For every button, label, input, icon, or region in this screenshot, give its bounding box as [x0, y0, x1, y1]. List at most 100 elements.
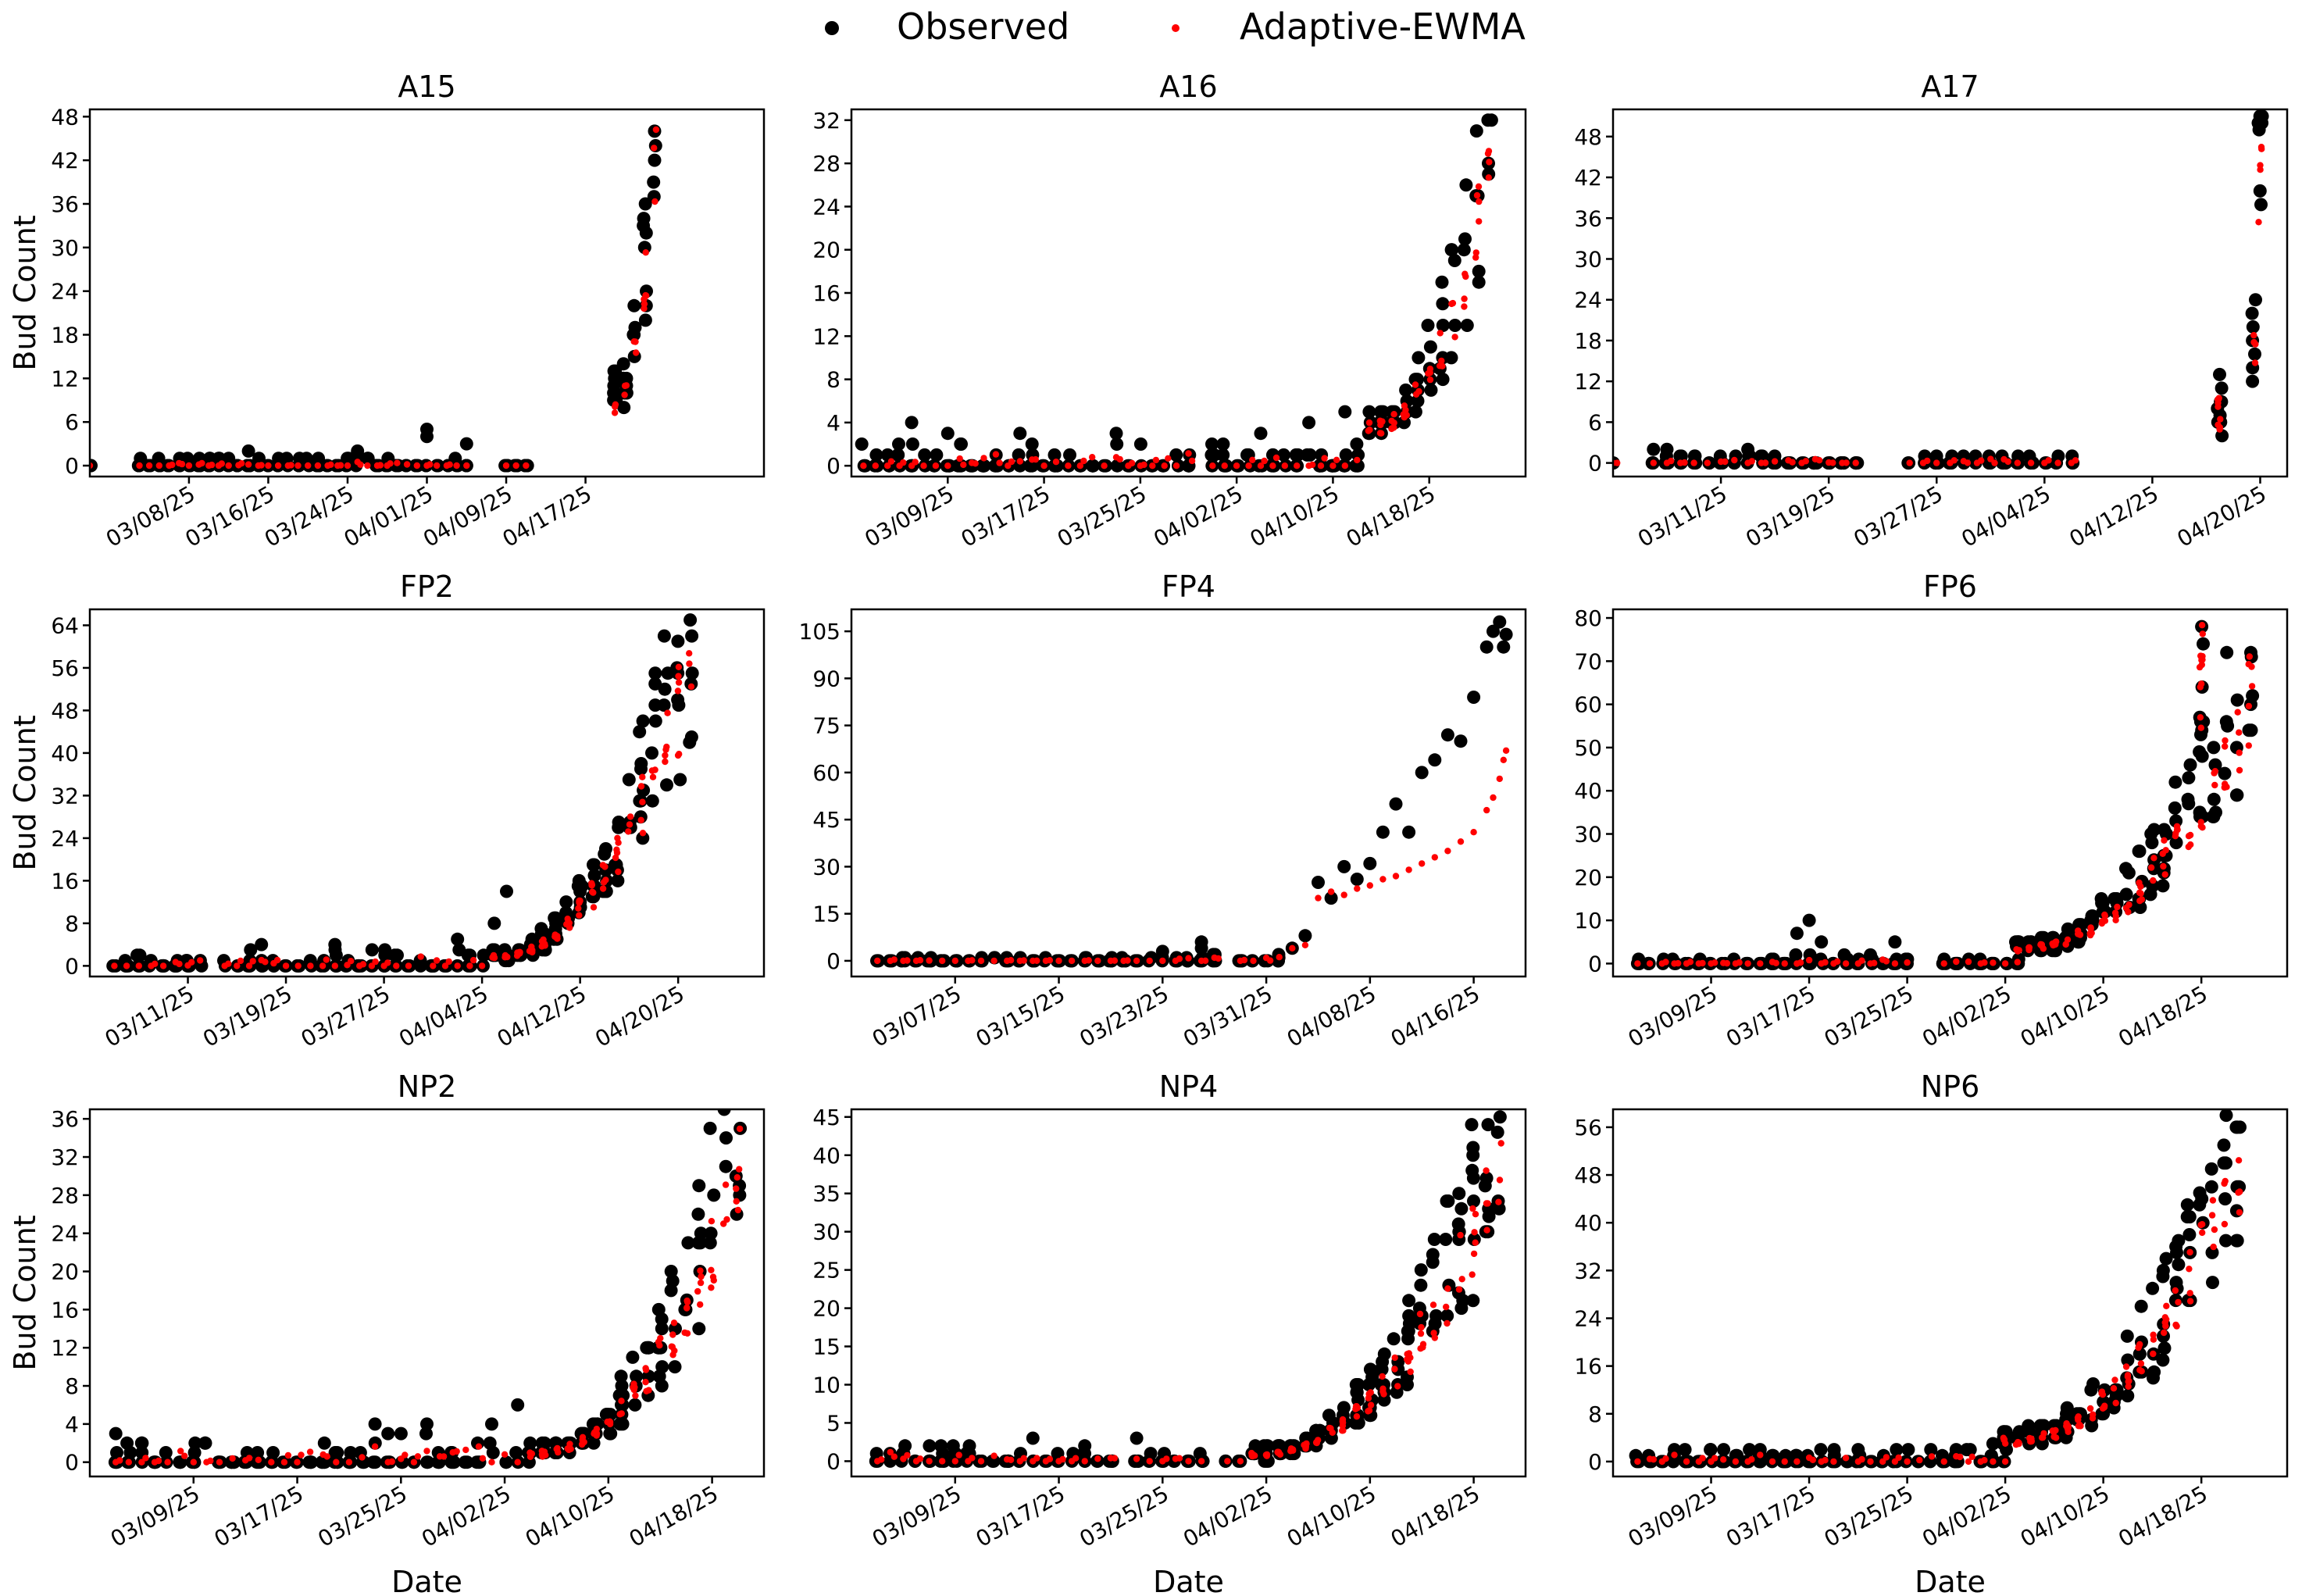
observed-point — [1479, 1171, 1494, 1185]
adaptive-ewma-point — [1495, 1198, 1502, 1205]
adaptive-ewma-point — [1476, 218, 1483, 225]
adaptive-ewma-point — [1327, 888, 1335, 895]
y-tick-label: 45 — [812, 1105, 840, 1130]
adaptive-ewma-point — [1471, 1229, 1478, 1236]
observed-point — [1494, 1087, 1507, 1101]
adaptive-ewma-point — [2000, 1434, 2007, 1441]
adaptive-ewma-point — [708, 1284, 715, 1291]
x-tick-label: 04/18/25 — [2114, 980, 2211, 1052]
adaptive-ewma-point — [348, 958, 355, 965]
observed-point — [487, 916, 501, 930]
adaptive-ewma-point — [2196, 663, 2204, 671]
adaptive-ewma-point — [2236, 749, 2243, 756]
adaptive-ewma-point — [2137, 1360, 2145, 1367]
adaptive-ewma-point — [904, 957, 911, 964]
adaptive-ewma-point — [2015, 947, 2022, 954]
adaptive-ewma-point — [960, 461, 967, 469]
points — [855, 113, 1498, 473]
adaptive-ewma-point — [1940, 960, 1947, 967]
observed-point — [1436, 319, 1450, 332]
observed-point — [1765, 1448, 1779, 1462]
panel-a17: A17 0 6 12 18 24 30 36 42 48 03/11/25 03/19/25 03/27… — [1574, 70, 2289, 552]
adaptive-ewma-point — [709, 1273, 717, 1280]
observed-point — [634, 757, 648, 770]
panel-title: FP4 — [1162, 569, 1215, 604]
adaptive-ewma-point — [142, 1455, 149, 1462]
observed-point — [1063, 448, 1076, 462]
adaptive-ewma-point — [1614, 459, 1621, 466]
x-tick-label: 03/25/25 — [313, 1480, 411, 1551]
adaptive-ewma-point — [372, 958, 379, 966]
observed-point — [2193, 805, 2207, 819]
adaptive-ewma-point — [2211, 768, 2218, 775]
y-tick-label: 40 — [812, 1143, 840, 1169]
adaptive-ewma-point — [2090, 1411, 2097, 1418]
adaptive-ewma-point — [319, 962, 327, 969]
adaptive-ewma-point — [2161, 871, 2168, 878]
observed-point — [1466, 1294, 1480, 1308]
adaptive-ewma-point — [2025, 946, 2033, 954]
adaptive-ewma-point — [2257, 166, 2264, 173]
points — [90, 124, 662, 473]
adaptive-ewma-point — [1444, 1319, 1451, 1327]
adaptive-ewma-point — [2072, 457, 2079, 464]
observed-point — [2197, 555, 2210, 569]
adaptive-ewma-point — [2038, 942, 2046, 950]
y-tick-label: 50 — [1574, 735, 1602, 761]
observed-point — [266, 1446, 280, 1459]
adaptive-ewma-point — [198, 459, 205, 467]
y-axis-label: Bud Count — [8, 715, 42, 870]
observed-point — [626, 328, 641, 341]
adaptive-ewma-point — [1736, 959, 1743, 966]
adaptive-ewma-point — [1797, 959, 1804, 966]
adaptive-ewma-point — [314, 462, 322, 470]
adaptive-ewma-point — [1968, 1453, 1975, 1461]
adaptive-ewma-point — [1472, 249, 1480, 256]
adaptive-ewma-point — [1221, 462, 1228, 470]
adaptive-ewma-point — [972, 460, 979, 467]
y-tick-label: 60 — [812, 760, 840, 786]
observed-point — [2071, 935, 2085, 949]
adaptive-ewma-point — [2234, 709, 2241, 716]
x-tick-label: 03/17/25 — [1722, 980, 1819, 1052]
adaptive-ewma-point — [1483, 1167, 1490, 1174]
observed-point — [1436, 297, 1450, 311]
observed-point — [681, 1236, 695, 1250]
adaptive-ewma-point — [1871, 959, 1878, 967]
observed-point — [1486, 624, 1500, 638]
y-tick-label: 15 — [812, 902, 840, 927]
observed-point — [1047, 448, 1062, 462]
observed-point — [1025, 437, 1039, 451]
observed-point — [685, 666, 699, 680]
observed-point — [636, 831, 650, 845]
observed-point — [2208, 758, 2222, 772]
adaptive-ewma-point — [613, 849, 621, 856]
adaptive-ewma-point — [1317, 462, 1325, 470]
y-tick-label: 0 — [826, 453, 840, 479]
adaptive-ewma-point — [2136, 898, 2143, 905]
observed-point — [1013, 459, 1027, 473]
observed-point — [1454, 734, 1468, 748]
y-tick-label: 90 — [812, 666, 840, 691]
observed-point — [648, 677, 662, 691]
adaptive-ewma-point — [1354, 1404, 1362, 1412]
y-tick-label: 32 — [51, 783, 79, 809]
adaptive-ewma-point — [2114, 903, 2121, 911]
observed-point — [2084, 913, 2098, 927]
adaptive-ewma-point — [2100, 1404, 2107, 1411]
adaptive-ewma-point — [2136, 1366, 2143, 1374]
adaptive-ewma-point — [345, 1459, 353, 1466]
observed-point — [2182, 1228, 2197, 1241]
adaptive-ewma-point — [1431, 854, 1439, 861]
adaptive-ewma-point — [576, 899, 583, 906]
observed-point — [704, 1226, 718, 1241]
observed-point — [1429, 1309, 1443, 1323]
adaptive-ewma-point — [2208, 1212, 2216, 1219]
adaptive-ewma-point — [723, 1216, 730, 1223]
adaptive-ewma-point — [1188, 457, 1196, 465]
adaptive-ewma-point — [2087, 925, 2094, 933]
observed-point — [683, 735, 697, 749]
observed-point — [1647, 442, 1661, 456]
observed-point — [2182, 771, 2196, 785]
points — [870, 615, 1513, 968]
